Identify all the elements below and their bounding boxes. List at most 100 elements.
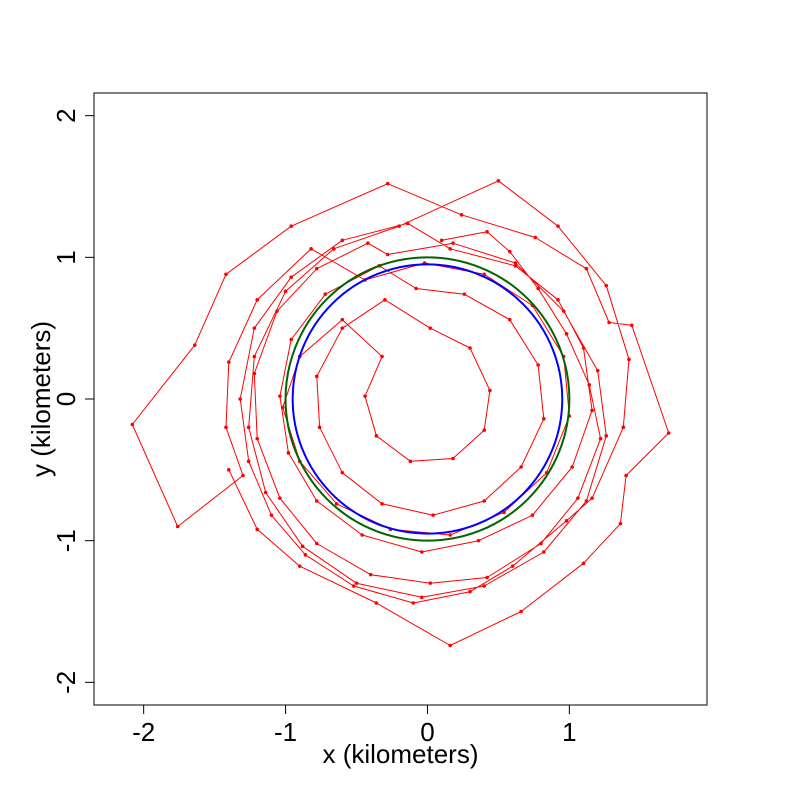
data-point	[374, 434, 379, 438]
data-point	[278, 496, 282, 500]
data-point	[510, 564, 515, 568]
data-point	[624, 473, 628, 478]
data-point	[334, 502, 339, 506]
data-point	[314, 266, 319, 271]
data-point	[513, 264, 518, 268]
reference-circle-1	[284, 256, 571, 542]
reference-circles	[284, 256, 571, 542]
data-point	[448, 643, 452, 648]
data-point	[482, 272, 487, 277]
data-point	[536, 286, 540, 291]
data-point	[297, 564, 302, 568]
data-point	[317, 425, 322, 430]
data-point	[238, 397, 242, 401]
data-point	[246, 459, 251, 464]
data-point	[556, 224, 560, 228]
y-axis-label: y (kilometers)	[26, 321, 56, 477]
data-point	[507, 317, 512, 322]
data-point	[476, 538, 481, 543]
data-point	[587, 383, 592, 387]
data-point	[340, 238, 345, 243]
data-point	[380, 502, 384, 506]
data-point	[542, 550, 546, 554]
data-point	[431, 513, 435, 517]
data-point	[397, 224, 401, 228]
data-point	[496, 179, 501, 183]
data-point	[192, 343, 197, 347]
data-point	[627, 357, 631, 362]
data-point	[255, 527, 259, 532]
data-point	[419, 595, 424, 600]
x-tick-label: 1	[562, 717, 576, 747]
x-axis: -2 -1 0 1	[132, 705, 577, 747]
y-tick-label: -1	[51, 529, 81, 552]
data-point	[607, 320, 611, 325]
data-point	[385, 181, 390, 186]
x-axis-label: x (kilometers)	[322, 739, 478, 769]
data-series-layer	[130, 179, 671, 648]
y-tick-label: 2	[51, 108, 81, 122]
data-point	[289, 224, 294, 228]
data-point	[414, 286, 418, 291]
data-point	[289, 275, 294, 279]
data-point	[408, 459, 413, 464]
data-point	[360, 533, 364, 537]
data-point	[246, 425, 251, 430]
x-tick-label: -2	[132, 717, 155, 747]
y-axis: -2 -1 0 1 2	[51, 108, 94, 694]
data-point	[519, 465, 523, 469]
data-point	[252, 326, 257, 330]
data-point	[303, 553, 308, 557]
data-point	[604, 283, 609, 288]
data-point	[323, 292, 328, 296]
data-point	[314, 499, 319, 503]
data-point	[309, 247, 313, 251]
data-point	[576, 496, 580, 500]
data-point	[428, 581, 433, 585]
data-point	[224, 272, 228, 277]
data-point	[363, 394, 367, 398]
y-tick-label: 1	[51, 250, 81, 264]
data-point	[482, 499, 487, 503]
data-point	[485, 230, 489, 234]
data-point	[439, 238, 444, 243]
series-line-0	[131, 180, 670, 646]
data-point	[604, 434, 609, 438]
data-point	[340, 326, 345, 330]
data-point	[283, 289, 288, 294]
data-point	[451, 241, 455, 245]
data-point	[278, 394, 282, 398]
data-point	[252, 354, 257, 359]
data-point	[314, 374, 319, 379]
data-point	[530, 513, 535, 517]
data-point	[428, 326, 433, 330]
data-point	[482, 584, 487, 588]
data-point	[289, 337, 294, 342]
data-point	[241, 473, 245, 478]
data-point	[590, 408, 594, 413]
data-point	[448, 247, 452, 251]
data-point	[340, 317, 345, 322]
data-point	[581, 346, 586, 350]
plot-frame	[93, 92, 708, 706]
data-point	[590, 496, 594, 500]
data-point	[561, 309, 566, 313]
data-point	[618, 521, 623, 526]
x-tick-label: -1	[274, 717, 297, 747]
data-point	[462, 292, 467, 296]
x-tick-label: 0	[420, 717, 434, 747]
data-point	[263, 490, 268, 495]
data-point	[175, 524, 180, 529]
data-point	[275, 309, 279, 313]
data-point	[564, 332, 569, 336]
data-point	[621, 425, 626, 430]
data-point	[366, 241, 370, 245]
data-point	[542, 417, 546, 421]
data-point	[405, 221, 410, 226]
data-point	[584, 266, 589, 271]
data-point	[227, 360, 231, 364]
data-point	[666, 431, 671, 435]
data-point	[595, 368, 600, 373]
data-point	[269, 513, 274, 517]
